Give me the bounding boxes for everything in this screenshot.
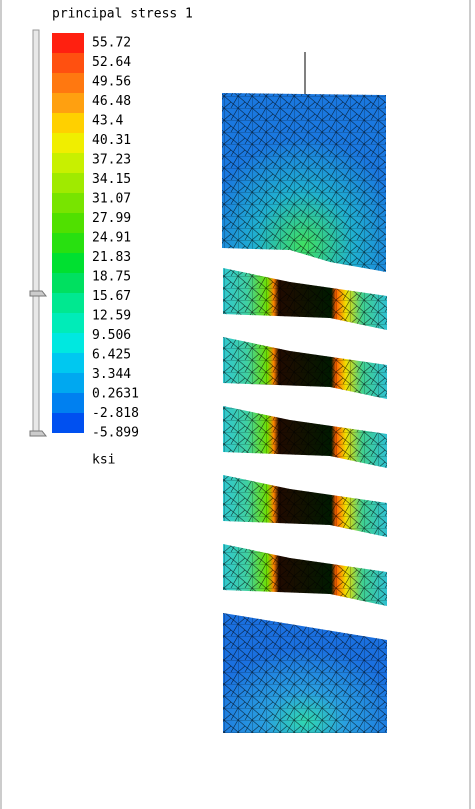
legend-swatch [52, 173, 84, 193]
legend-swatch [52, 233, 84, 253]
range-slider[interactable] [32, 29, 40, 436]
legend-label: 15.67 [92, 289, 131, 304]
mesh-grid [223, 406, 387, 468]
legend-label: 37.23 [92, 153, 131, 168]
mesh-plot [222, 52, 387, 733]
legend-label: 31.07 [92, 192, 131, 207]
legend-swatch [52, 253, 84, 273]
slider-handle[interactable] [29, 290, 48, 297]
legend-swatch [52, 393, 84, 413]
legend-swatch [52, 133, 84, 153]
legend-label: 55.72 [92, 36, 131, 51]
legend-swatch [52, 353, 84, 373]
legend-label: 46.48 [92, 94, 131, 109]
legend-label: 21.83 [92, 250, 131, 265]
legend-label: 24.91 [92, 231, 131, 246]
legend-label: 49.56 [92, 75, 131, 90]
mesh-grid [223, 475, 387, 537]
legend-label: 52.64 [92, 55, 131, 70]
legend-label: 43.4 [92, 114, 123, 129]
legend-swatch [52, 313, 84, 333]
mesh-grid [223, 268, 387, 330]
legend-swatch [52, 333, 84, 353]
legend-label: 3.344 [92, 367, 131, 382]
legend-swatch [52, 293, 84, 313]
legend-swatch [52, 413, 84, 433]
legend-label: 6.425 [92, 348, 131, 363]
legend-label: 18.75 [92, 270, 131, 285]
legend-label: 12.59 [92, 309, 131, 324]
legend-label: 27.99 [92, 211, 131, 226]
legend-swatch [52, 193, 84, 213]
mesh-grid [223, 544, 387, 606]
legend-label: -2.818 [92, 406, 139, 421]
legend-swatch [52, 153, 84, 173]
legend-swatch [52, 33, 84, 53]
legend-swatch [52, 53, 84, 73]
legend-swatch [52, 113, 84, 133]
legend-unit: ksi [92, 453, 115, 468]
legend-swatch [52, 73, 84, 93]
legend-label: 34.15 [92, 172, 131, 187]
legend-label: 9.506 [92, 328, 131, 343]
legend-label: -5.899 [92, 426, 139, 441]
mesh-grid [223, 337, 387, 399]
legend-title: principal stress 1 [52, 7, 193, 22]
legend-swatch [52, 373, 84, 393]
legend-swatch [52, 213, 84, 233]
legend-swatch [52, 273, 84, 293]
legend-swatch [52, 93, 84, 113]
slider-handle[interactable] [29, 430, 48, 437]
legend-label: 0.2631 [92, 387, 139, 402]
legend-label: 40.31 [92, 133, 131, 148]
